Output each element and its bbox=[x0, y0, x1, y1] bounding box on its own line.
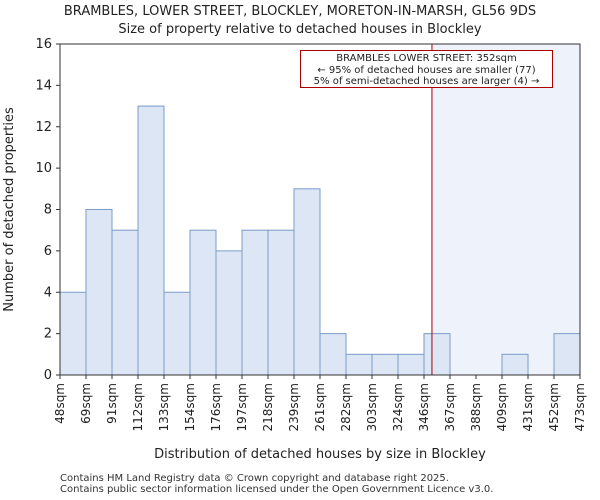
bar-218sqm bbox=[267, 229, 295, 376]
bar-409sqm bbox=[501, 353, 529, 376]
annotation-line-3: 5% of semi-detached houses are larger (4… bbox=[313, 76, 540, 87]
bar-112sqm bbox=[137, 105, 165, 376]
x-tick-label: 176sqm bbox=[209, 383, 223, 431]
x-tick-label: 473sqm bbox=[573, 383, 587, 431]
x-tick-label: 452sqm bbox=[547, 383, 561, 431]
x-tick-label: 346sqm bbox=[417, 383, 431, 431]
x-tick-label: 133sqm bbox=[157, 383, 171, 431]
x-tick-label: 197sqm bbox=[235, 383, 249, 431]
chart-title: BRAMBLES, LOWER STREET, BLOCKLEY, MORETO… bbox=[63, 4, 537, 19]
x-tick-label: 431sqm bbox=[521, 383, 535, 431]
x-tick-label: 282sqm bbox=[339, 383, 353, 431]
bar-176sqm bbox=[215, 250, 243, 376]
bar-239sqm bbox=[293, 188, 321, 376]
x-tick-label: 218sqm bbox=[261, 383, 275, 431]
annotation-box: BRAMBLES LOWER STREET: 352sqm ← 95% of d… bbox=[300, 50, 553, 88]
x-tick-label: 388sqm bbox=[469, 383, 483, 431]
highlight-region bbox=[431, 44, 580, 375]
footer-line-1: Contains HM Land Registry data © Crown c… bbox=[60, 473, 449, 484]
bar-69sqm bbox=[85, 209, 113, 376]
y-tick-label: 10 bbox=[35, 161, 52, 176]
x-tick-label: 154sqm bbox=[183, 383, 197, 431]
x-tick-label: 409sqm bbox=[495, 383, 509, 431]
y-tick-label: 16 bbox=[35, 37, 52, 52]
bar-261sqm bbox=[319, 333, 347, 376]
x-tick-label: 367sqm bbox=[443, 383, 457, 431]
bar-91sqm bbox=[111, 229, 139, 376]
x-tick-label: 303sqm bbox=[365, 383, 379, 431]
bar-346sqm bbox=[423, 333, 451, 376]
bar-133sqm bbox=[163, 291, 191, 376]
y-tick-label: 8 bbox=[44, 203, 52, 218]
footer-line-2: Contains public sector information licen… bbox=[60, 484, 494, 495]
annotation-line-2: ← 95% of detached houses are smaller (77… bbox=[317, 64, 536, 76]
y-tick-label: 2 bbox=[44, 327, 52, 342]
x-tick-label: 239sqm bbox=[287, 383, 301, 431]
x-tick-label: 112sqm bbox=[131, 383, 145, 431]
bar-197sqm bbox=[241, 229, 269, 376]
y-tick-label: 0 bbox=[44, 368, 52, 383]
x-tick-label: 261sqm bbox=[313, 383, 327, 431]
x-tick-label: 48sqm bbox=[53, 383, 67, 424]
y-tick-label: 14 bbox=[35, 78, 52, 93]
bar-452sqm bbox=[553, 333, 581, 376]
bar-324sqm bbox=[397, 353, 425, 376]
bar-154sqm bbox=[189, 229, 217, 376]
y-tick-label: 12 bbox=[35, 120, 52, 135]
y-axis-label: Number of detached properties bbox=[2, 107, 17, 312]
y-tick-label: 6 bbox=[44, 244, 52, 259]
chart-subtitle: Size of property relative to detached ho… bbox=[118, 22, 482, 37]
bar-303sqm bbox=[371, 353, 399, 376]
bar-282sqm bbox=[345, 353, 373, 376]
x-tick-label: 324sqm bbox=[391, 383, 405, 431]
y-tick-label: 4 bbox=[44, 285, 52, 300]
bar-48sqm bbox=[59, 291, 87, 376]
x-tick-label: 91sqm bbox=[105, 383, 119, 424]
x-tick-label: 69sqm bbox=[79, 383, 93, 424]
x-axis-label: Distribution of detached houses by size … bbox=[154, 447, 486, 462]
annotation-line-1: BRAMBLES LOWER STREET: 352sqm bbox=[336, 53, 517, 64]
